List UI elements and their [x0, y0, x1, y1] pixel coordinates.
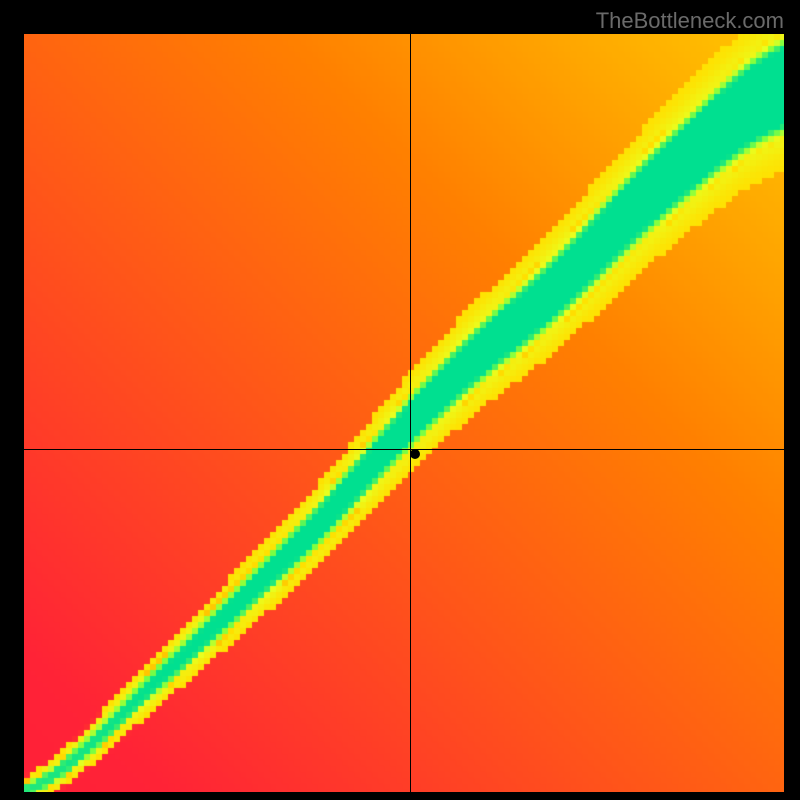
watermark-text: TheBottleneck.com [596, 8, 784, 34]
crosshair-vertical [410, 34, 411, 792]
heatmap-canvas [24, 34, 784, 792]
point-marker [410, 449, 420, 459]
heatmap-plot [24, 34, 784, 792]
crosshair-horizontal [24, 449, 784, 450]
